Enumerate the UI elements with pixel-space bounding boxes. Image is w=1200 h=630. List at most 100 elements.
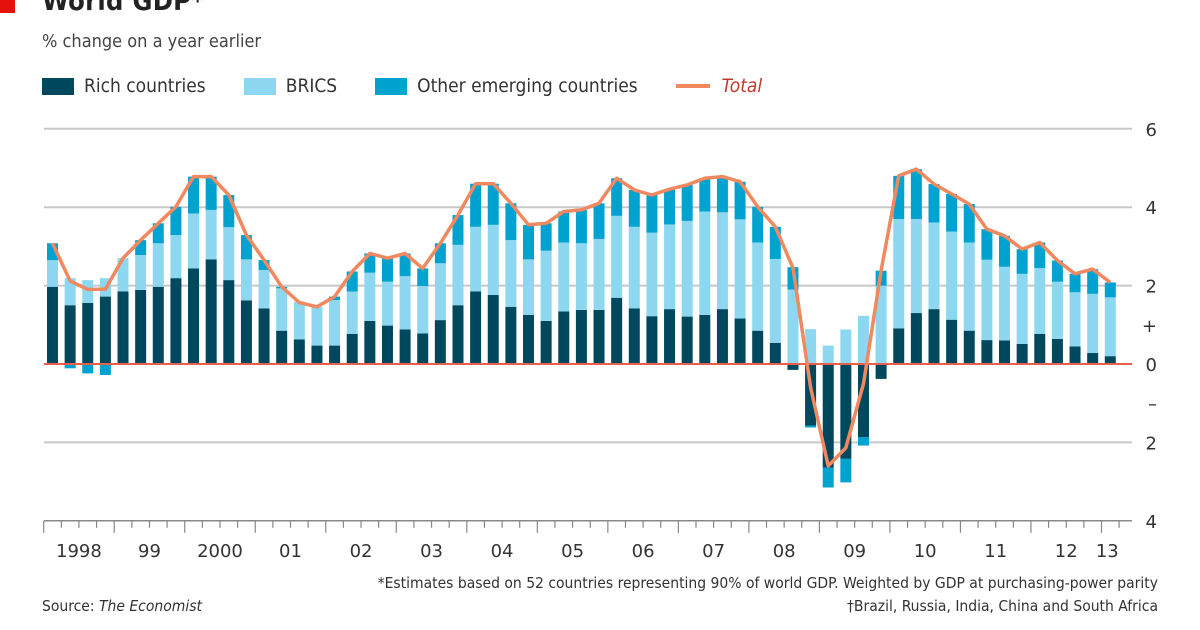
bar-segment-brics: [910, 218, 922, 314]
legend-label: Total: [721, 75, 763, 97]
bar-segment-brics: [946, 231, 958, 320]
bar-segment-rich: [769, 342, 781, 364]
bar-segment-other: [981, 229, 993, 260]
bar-segment-brics: [152, 243, 164, 287]
bar-segment-other: [152, 223, 164, 244]
x-tick-label: 05: [561, 541, 584, 562]
bar-segment-rich: [822, 364, 834, 468]
x-tick-label: 11: [984, 541, 1007, 562]
bar-segment-other: [611, 178, 623, 216]
bar-segment-brics: [1087, 293, 1099, 354]
x-tick-label: 1998: [56, 541, 102, 562]
bar-segment-rich: [452, 305, 464, 364]
x-tick-label: 2000: [197, 541, 243, 562]
bar-segment-brics: [505, 240, 517, 307]
bar-segment-rich: [910, 313, 922, 364]
footnote: *Estimates based on 52 countries represe…: [377, 574, 1158, 592]
bar-segment-brics: [82, 280, 94, 303]
bar-segment-rich: [99, 296, 111, 364]
source: Source: The Economist: [42, 597, 202, 615]
bar-segment-rich: [893, 328, 905, 364]
bar-segment-brics: [329, 300, 341, 346]
bar-segment-other: [699, 178, 711, 212]
bar-segment-brics: [875, 285, 887, 364]
bar-segment-brics: [346, 291, 358, 334]
bar-segment-rich: [135, 289, 147, 364]
bar-segment-brics: [64, 278, 76, 306]
bar-segment-other: [1104, 282, 1116, 298]
bar-segment-brics: [857, 315, 869, 364]
bar-segment-other: [346, 271, 358, 292]
bar-segment-other: [470, 183, 482, 227]
y-tick-label: 6: [1146, 120, 1157, 141]
x-tick-label: 13: [1096, 541, 1119, 562]
bar-segment-brics: [1104, 297, 1116, 357]
bar-segment-other: [188, 176, 200, 214]
bar-segment-brics: [276, 288, 288, 331]
bar-segment-rich: [258, 308, 270, 364]
bar-segment-other: [646, 195, 658, 233]
bar-segment-rich: [487, 295, 499, 364]
bar-segment-brics: [593, 238, 605, 310]
bar-segment-other: [946, 193, 958, 232]
bar-segment-other: [82, 364, 94, 374]
bar-segment-rich: [593, 309, 605, 364]
bar-segment-other: [452, 215, 464, 245]
bar-segment-rich: [946, 319, 958, 364]
bar-segment-brics: [117, 258, 129, 292]
bar-segment-brics: [417, 285, 429, 334]
bar-segment-rich: [399, 329, 411, 364]
legend-item-rich: Rich countries: [42, 75, 206, 97]
bar-segment-rich: [875, 364, 887, 379]
bar-segment-brics: [558, 242, 570, 312]
bar-segment-rich: [311, 345, 323, 364]
total-line: [50, 167, 1112, 468]
y-tick-label: 4: [1146, 512, 1157, 533]
bar-segment-other: [664, 189, 676, 225]
bar-segment-other: [1087, 269, 1099, 294]
bar-segment-brics: [1051, 281, 1063, 339]
bar-segment-rich: [1069, 346, 1081, 364]
bar-segment-rich: [857, 364, 869, 438]
bar-segment-rich: [681, 316, 693, 364]
x-tick-label: 03: [420, 541, 443, 562]
bar-segment-rich: [611, 297, 623, 364]
bar-segment-other: [417, 268, 429, 286]
bar-segment-other: [593, 203, 605, 239]
bar-segment-rich: [205, 259, 217, 364]
bar-segment-other: [364, 253, 376, 273]
bar-segment-rich: [734, 318, 746, 364]
bar-segment-other: [135, 240, 147, 256]
bar-segment-rich: [505, 306, 517, 364]
bar-segment-brics: [47, 260, 58, 287]
bar-segment-other: [505, 203, 517, 241]
bar-segment-rich: [1016, 344, 1028, 364]
bar-segment-other: [822, 467, 834, 488]
bar-segment-brics: [523, 259, 535, 315]
bar-segment-rich: [1034, 333, 1046, 364]
x-tick-label: 06: [632, 541, 655, 562]
bar-segment-rich: [523, 315, 535, 364]
chart-title: World GDP*: [42, 0, 205, 17]
bar-segment-other: [628, 189, 640, 227]
bar-segment-brics: [487, 224, 499, 296]
bar-segment-rich: [1104, 356, 1116, 364]
bar-segment-rich: [117, 291, 129, 364]
bar-segment-rich: [628, 308, 640, 364]
bar-segment-brics: [1034, 267, 1046, 334]
x-tick-label: 01: [279, 541, 302, 562]
bar-segment-other: [734, 181, 746, 220]
bar-segment-brics: [681, 220, 693, 317]
bar-segment-brics: [805, 329, 817, 364]
bar-segment-other: [1034, 242, 1046, 268]
bar-segment-brics: [188, 213, 200, 269]
bar-segment-brics: [399, 276, 411, 330]
bar-segment-rich: [840, 364, 852, 459]
x-tick-label: 09: [843, 541, 866, 562]
bar-segment-brics: [716, 212, 728, 310]
bar-segment-rich: [981, 340, 993, 364]
bar-segment-other: [1016, 249, 1028, 274]
bar-segment-brics: [734, 219, 746, 319]
bar-segment-other: [487, 183, 499, 225]
bar-segment-other: [258, 260, 270, 270]
